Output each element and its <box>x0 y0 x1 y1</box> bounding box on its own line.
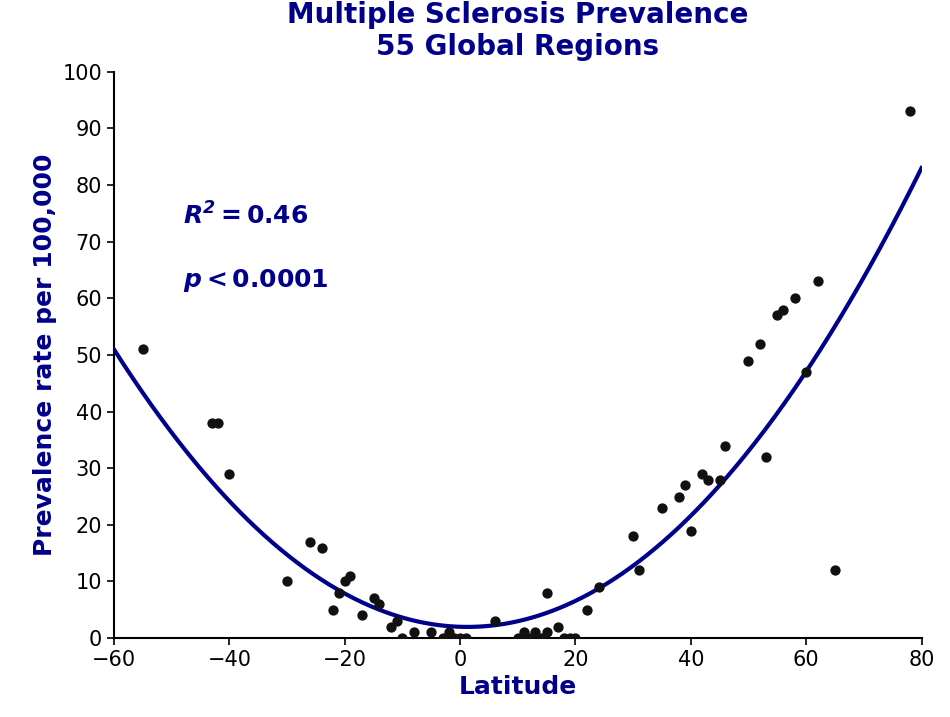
Point <box>435 632 450 644</box>
Point <box>332 587 347 599</box>
Point <box>424 627 439 638</box>
Point <box>625 531 640 542</box>
Point <box>655 502 670 513</box>
Point <box>337 576 352 587</box>
Point <box>770 310 785 321</box>
Point <box>135 343 150 355</box>
Point <box>758 451 773 462</box>
Point <box>533 632 548 644</box>
Point <box>787 293 802 304</box>
Point <box>516 627 531 638</box>
Point <box>827 564 843 576</box>
Point <box>441 627 456 638</box>
Text: $\bfit{R}^2$$\bf{ = 0.46}$: $\bfit{R}^2$$\bf{ = 0.46}$ <box>183 202 309 229</box>
Point <box>390 615 405 627</box>
Point <box>810 275 826 287</box>
Point <box>326 604 341 615</box>
Point <box>562 632 578 644</box>
Point <box>677 480 693 491</box>
Text: $\bfit{p}$$\bf{ < 0.0001}$: $\bfit{p}$$\bf{ < 0.0001}$ <box>183 267 329 294</box>
Point <box>752 338 768 349</box>
Point <box>279 576 294 587</box>
Point <box>539 627 554 638</box>
Point <box>557 632 572 644</box>
Point <box>741 355 756 366</box>
Point <box>371 599 387 610</box>
X-axis label: Latitude: Latitude <box>459 675 577 700</box>
Point <box>591 581 606 593</box>
Point <box>395 632 410 644</box>
Point <box>314 542 330 554</box>
Point <box>487 615 503 627</box>
Point <box>551 621 566 632</box>
Point <box>683 525 698 536</box>
Title: Multiple Sclerosis Prevalence
55 Global Regions: Multiple Sclerosis Prevalence 55 Global … <box>287 1 749 61</box>
Point <box>446 632 462 644</box>
Point <box>718 440 733 451</box>
Point <box>694 468 710 480</box>
Point <box>510 632 525 644</box>
Point <box>204 417 219 429</box>
Point <box>302 536 317 548</box>
Point <box>407 627 422 638</box>
Point <box>458 632 473 644</box>
Point <box>366 593 381 604</box>
Point <box>522 632 537 644</box>
Point <box>210 417 225 429</box>
Point <box>527 627 542 638</box>
Point <box>902 105 918 117</box>
Point <box>452 632 467 644</box>
Point <box>631 564 646 576</box>
Point <box>568 632 583 644</box>
Point <box>383 621 398 632</box>
Point <box>539 587 554 599</box>
Point <box>354 609 370 621</box>
Point <box>700 474 715 485</box>
Point <box>799 366 814 378</box>
Point <box>775 304 790 315</box>
Point <box>672 490 687 502</box>
Point <box>221 468 237 480</box>
Point <box>712 474 728 485</box>
Point <box>580 604 595 615</box>
Point <box>343 570 358 581</box>
Y-axis label: Prevalence rate per 100,000: Prevalence rate per 100,000 <box>33 153 57 556</box>
